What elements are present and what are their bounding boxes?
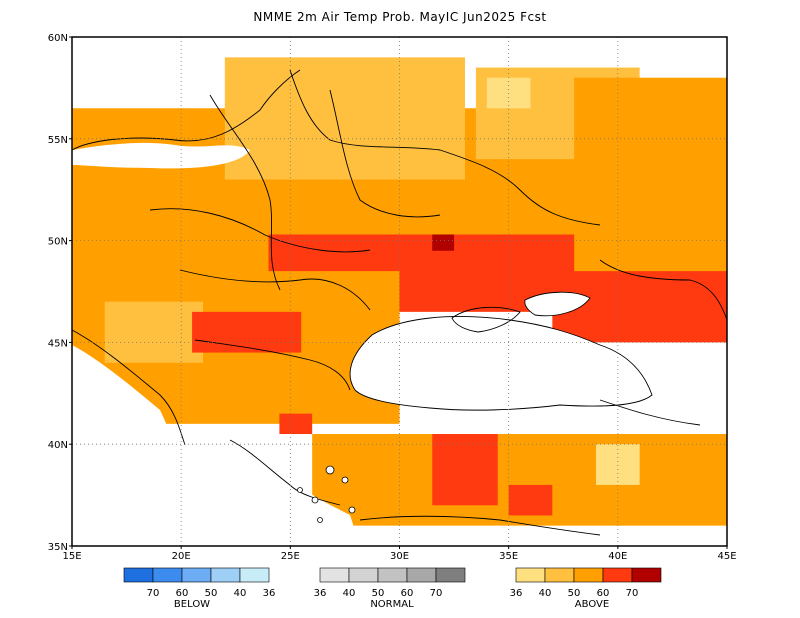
islands: [297, 465, 356, 523]
probability-regions: [72, 57, 727, 546]
lat-tick-label: 55N: [48, 135, 68, 146]
legend-label: 50: [372, 588, 385, 599]
coastlines-and-borders: [71, 69, 728, 536]
country-border: [289, 69, 441, 151]
black-sea: [350, 316, 652, 411]
region-above-60: [508, 484, 553, 516]
legend-below: 70 60 50 40 36: [123, 567, 276, 599]
legend-normal: 36 40 50 60 70: [314, 567, 466, 599]
legend-label: 60: [401, 588, 414, 599]
mediterranean-sea: [72, 467, 360, 546]
lat-tick-label: 60N: [48, 33, 68, 44]
lon-tick-label: 20E: [172, 551, 191, 562]
country-border: [149, 208, 371, 253]
legend-label: 40: [539, 588, 552, 599]
lon-tick-label: 30E: [390, 551, 409, 562]
region-above-50: [574, 77, 727, 200]
legend-normal-title: NORMAL: [370, 599, 414, 610]
legend-swatch: [515, 567, 546, 583]
legend-swatch: [435, 567, 466, 583]
region-above-60: [432, 434, 498, 506]
legend-swatch: [319, 567, 350, 583]
region-above-36: [596, 444, 640, 485]
legend-label: 70: [430, 588, 443, 599]
country-border: [599, 399, 701, 426]
lon-tick-label: 45E: [717, 551, 736, 562]
legend-swatch: [123, 567, 154, 583]
legend-above: 36 40 50 60 70: [510, 567, 662, 599]
region-above-70: [432, 234, 455, 251]
lat-tick-label: 40N: [48, 440, 68, 451]
lon-tick-label: 40E: [608, 551, 627, 562]
legend-label: 36: [510, 588, 523, 599]
graticule: [72, 37, 727, 546]
legend-label: 36: [314, 588, 327, 599]
legend-swatch: [152, 567, 183, 583]
legend-swatch: [377, 567, 408, 583]
country-border: [194, 339, 351, 391]
lon-tick-label: 35E: [499, 551, 518, 562]
region-above-60: [279, 413, 313, 435]
aegean-coastline: [229, 439, 341, 506]
map-title: NMME 2m Air Temp Prob. MayIC Jun2025 Fcs…: [253, 10, 547, 24]
legend-swatch: [181, 567, 212, 583]
country-border: [209, 94, 281, 291]
legend-swatch: [602, 567, 633, 583]
lon-tick-label: 15E: [62, 551, 81, 562]
crimea-coastline: [451, 306, 521, 333]
legend-label: 50: [568, 588, 581, 599]
legend-label: 60: [176, 588, 189, 599]
legend-swatch: [544, 567, 575, 583]
lon-tick-label: 25E: [281, 551, 300, 562]
legend-above-title: ABOVE: [575, 599, 609, 610]
sea-of-azov-coastline: [524, 291, 591, 317]
legend-swatch: [406, 567, 437, 583]
region-above-36: [486, 77, 531, 109]
legend-label: 70: [147, 588, 160, 599]
legend-swatch: [348, 567, 379, 583]
legend-swatch: [210, 567, 241, 583]
legend-swatch: [573, 567, 604, 583]
legend: 70 60 50 40 36 36 40 50 60 70 36 40 50 60 70 BELOW N…: [123, 567, 662, 610]
country-border: [439, 149, 601, 226]
legend-label: 70: [626, 588, 639, 599]
legend-label: 40: [343, 588, 356, 599]
legend-swatch: [631, 567, 662, 583]
baltic-sea: [72, 142, 250, 169]
legend-label: 40: [234, 588, 247, 599]
region-above-40: [224, 57, 465, 180]
region-above-60: [192, 311, 302, 353]
anatolia-south-coastline: [359, 515, 601, 536]
legend-label: 36: [263, 588, 276, 599]
country-border: [179, 269, 371, 311]
legend-swatch: [239, 567, 270, 583]
adriatic-coastline: [71, 329, 186, 446]
lat-tick-label: 45N: [48, 338, 68, 349]
legend-label: 60: [597, 588, 610, 599]
legend-below-title: BELOW: [174, 599, 210, 610]
legend-label: 50: [205, 588, 218, 599]
region-above-40: [104, 301, 203, 363]
country-border: [329, 89, 441, 218]
adriatic-ionian-sea: [72, 345, 180, 480]
black-sea-coastline: [349, 316, 653, 411]
lat-tick-label: 35N: [48, 542, 68, 553]
lat-tick-label: 50N: [48, 237, 68, 248]
